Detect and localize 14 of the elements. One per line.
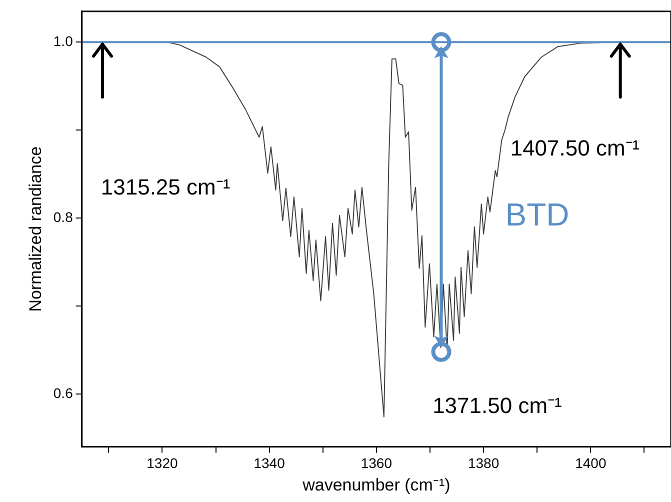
x-tick-label: 1400 xyxy=(575,455,606,472)
annotation: 1407.50 cm⁻¹ xyxy=(510,135,640,160)
x-tick-label: 1380 xyxy=(468,455,500,472)
y-tick-label: 0.8 xyxy=(53,208,74,225)
x-axis-title: wavenumber (cm⁻¹) xyxy=(302,475,450,494)
annotation: 1371.50 cm⁻¹ xyxy=(432,392,562,418)
x-tick-label: 1320 xyxy=(146,455,178,472)
annotation: 1315.25 cm⁻¹ xyxy=(100,174,230,200)
x-tick-label: 1340 xyxy=(254,455,286,472)
x-tick-label: 1360 xyxy=(360,455,392,472)
y-axis-title: Normalized randiance xyxy=(26,146,45,312)
y-tick-label: 0.6 xyxy=(53,384,74,401)
y-tick-label: 1.0 xyxy=(53,33,74,50)
annotation: BTD xyxy=(505,196,570,232)
